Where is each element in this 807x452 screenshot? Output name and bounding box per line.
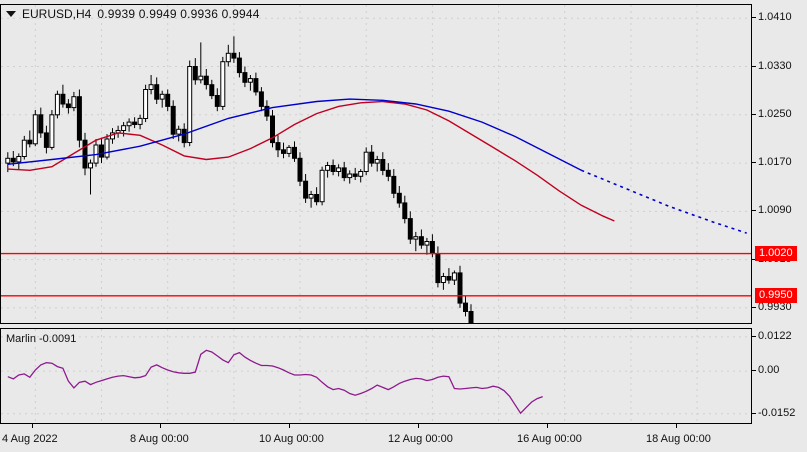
indicator-axis-tick: 0.00 (752, 365, 779, 376)
triangle-down-icon[interactable] (6, 11, 16, 17)
time-axis-tick: 16 Aug 00:00 (517, 424, 582, 445)
time-axis-tick: 18 Aug 00:00 (646, 424, 711, 445)
price-level-label[interactable]: 0.9950 (755, 287, 797, 303)
time-axis-tick: 12 Aug 00:00 (388, 424, 453, 445)
indicator-axis[interactable]: 0.0122 0.00 -0.0152 (752, 328, 807, 424)
symbol-header: EURUSD,H4 0.9939 0.9949 0.9936 0.9944 (6, 7, 260, 21)
indicator-axis-tick: -0.0152 (752, 407, 795, 419)
indicator-axis-tick: 0.0122 (752, 330, 792, 342)
price-axis-tick: 1.0170 (752, 157, 792, 168)
time-axis[interactable]: 4 Aug 2022 8 Aug 00:00 10 Aug 00:00 12 Aug … (0, 424, 807, 452)
price-axis-tick: 1.0250 (752, 108, 792, 120)
ohlc-values-label: 0.9939 0.9949 0.9936 0.9944 (97, 7, 260, 21)
price-plot (1, 5, 751, 323)
price-axis-tick: 1.0410 (752, 12, 792, 23)
price-axis-tick: 0.9930 (752, 301, 792, 313)
price-axis-tick: 1.0330 (752, 60, 792, 72)
time-axis-tick: 4 Aug 2022 (2, 424, 58, 445)
price-axis[interactable]: 1.04101.03301.02501.01701.00901.00100.99… (752, 4, 807, 324)
price-chart-pane[interactable] (0, 4, 752, 324)
axis-corner (752, 424, 807, 452)
indicator-label: Marlin -0.0091 (6, 333, 77, 345)
time-axis-tick: 10 Aug 00:00 (259, 424, 324, 445)
symbol-timeframe-label: EURUSD,H4 (22, 7, 92, 21)
time-axis-tick: 8 Aug 00:00 (130, 424, 189, 445)
marlin-plot (1, 329, 751, 423)
price-axis-tick: 1.0090 (752, 205, 792, 216)
indicator-pane[interactable] (0, 328, 752, 424)
price-level-label[interactable]: 1.0020 (755, 245, 797, 261)
